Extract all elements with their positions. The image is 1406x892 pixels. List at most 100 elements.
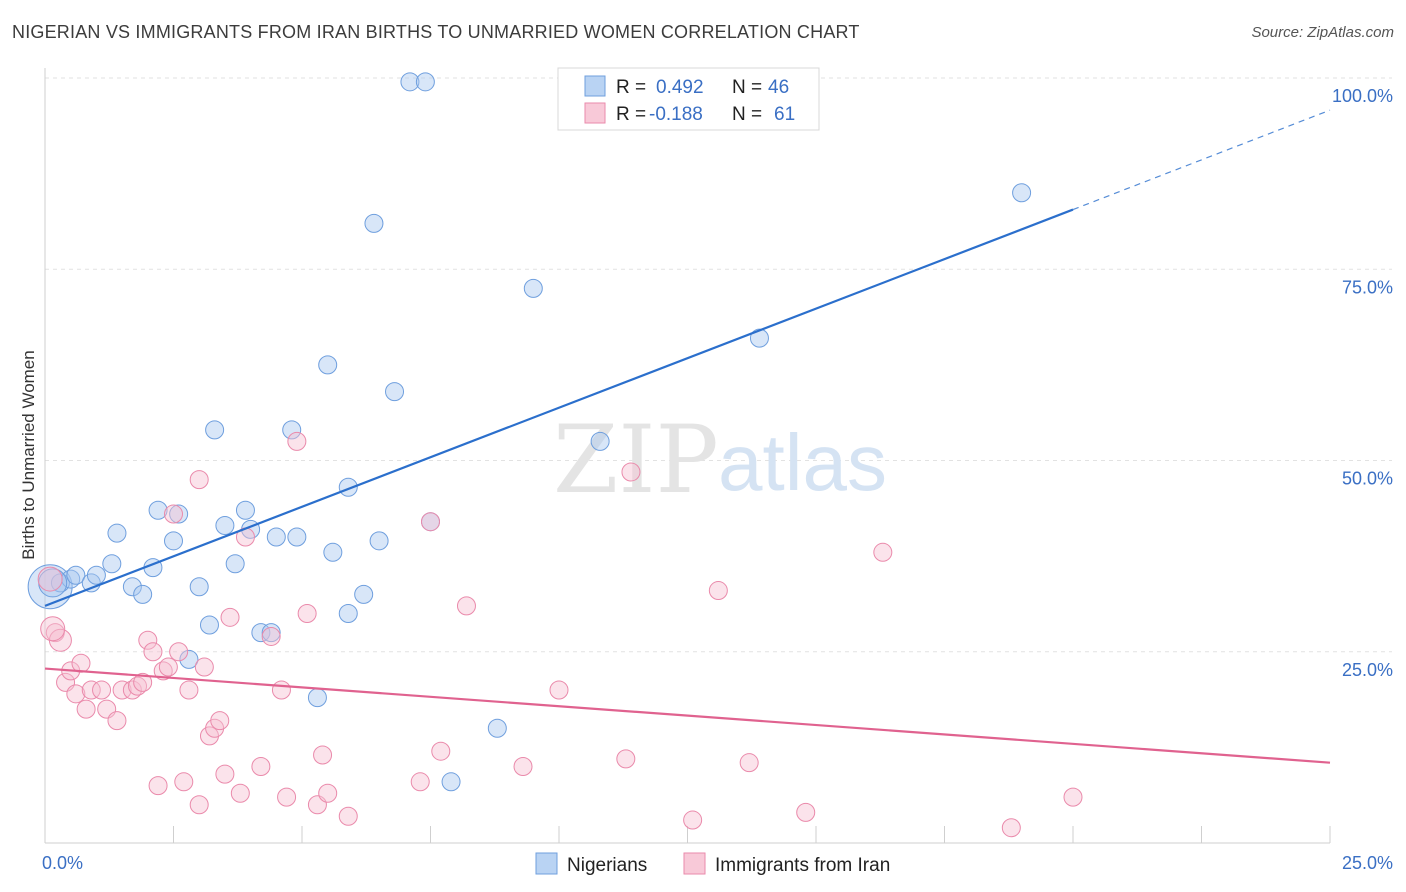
chart-title: NIGERIAN VS IMMIGRANTS FROM IRAN BIRTHS …: [12, 22, 860, 42]
nigerian-point: [369, 531, 389, 551]
nigerian-point: [199, 615, 219, 635]
iran-point: [66, 684, 86, 704]
nigerian-point: [86, 565, 106, 585]
axes: [44, 68, 1331, 844]
x-tick-label: 25.0%: [1342, 853, 1393, 873]
data-points: [27, 72, 1083, 838]
y-tick-label: 50.0%: [1342, 469, 1393, 489]
iran-point: [122, 680, 142, 700]
nigerian-point: [164, 531, 183, 551]
nigerian-point: [318, 355, 338, 375]
nigerian-point: [400, 72, 420, 92]
iran-trend-line: [44, 667, 1331, 764]
iran-point: [169, 642, 189, 662]
iran-point: [179, 680, 199, 700]
nigerian-point: [215, 516, 235, 536]
iran-point: [189, 470, 209, 490]
legend-r-label: R =: [616, 77, 646, 98]
legend-n-value: 61: [774, 104, 795, 125]
nigerian-point: [27, 564, 73, 610]
iran-point: [71, 653, 91, 673]
y-tick-label: 100.0%: [1332, 86, 1393, 106]
nigerian-point: [323, 542, 343, 562]
legend-n-value: 46: [768, 77, 789, 98]
y-axis-title: Births to Unmarried Women: [19, 350, 38, 559]
iran-point: [873, 542, 893, 562]
iran-point: [128, 676, 148, 696]
iran-point: [37, 566, 63, 592]
iran-point: [40, 616, 66, 642]
grid-lines: [45, 77, 1392, 653]
iran-point: [513, 757, 533, 776]
nigerian-point: [66, 565, 86, 585]
iran-point: [92, 680, 112, 700]
iran-point: [277, 787, 297, 807]
y-tick-label: 75.0%: [1342, 277, 1393, 297]
legend-r-value: 0.492: [656, 77, 704, 98]
iran-point: [107, 711, 127, 731]
nigerian-point: [235, 500, 255, 520]
iran-point: [287, 431, 307, 451]
iran-point: [1001, 818, 1021, 838]
nigerian-point: [590, 431, 610, 451]
watermark-atlas: atlas: [718, 418, 887, 507]
nigerian-point: [225, 554, 245, 574]
nigerian-point: [133, 584, 153, 604]
iran-point: [431, 741, 451, 761]
iran-point: [708, 581, 728, 601]
iran-point: [421, 512, 440, 532]
iran-point: [739, 753, 759, 773]
bottom-legend-swatch-nigerians: [535, 852, 558, 875]
iran-point: [410, 772, 430, 792]
iran-point: [76, 699, 96, 719]
iran-point: [215, 764, 235, 784]
iran-point: [338, 806, 358, 826]
source-credit: Source: ZipAtlas.com: [1251, 24, 1394, 41]
watermark-zip: ZIP: [553, 406, 719, 515]
iran-point: [549, 680, 569, 700]
bottom-legend-nigerians: Nigerians: [567, 855, 647, 876]
nigerian-point: [148, 500, 168, 520]
nigerian-point: [122, 577, 142, 597]
legend-swatch-nigerians: [584, 75, 606, 97]
nigerian-point: [523, 278, 543, 298]
iran-point: [318, 783, 338, 803]
iran-point: [271, 680, 291, 700]
nigerian-point: [205, 420, 225, 440]
nigerian-point: [415, 72, 435, 92]
iran-point: [456, 596, 476, 616]
iran-point: [158, 657, 178, 677]
iran-point: [153, 661, 173, 681]
nigerian-point: [287, 527, 307, 547]
iran-point: [683, 810, 703, 830]
nigerian-point: [189, 577, 209, 597]
iran-point: [220, 607, 240, 627]
iran-point: [297, 604, 317, 623]
nigerian-point: [282, 420, 302, 440]
iran-point: [148, 776, 168, 796]
legend: R = 0.492 N = 46 R = -0.188 N = 61: [557, 67, 820, 131]
y-tick-label: 25.0%: [1342, 660, 1393, 680]
tick-labels: 25.0% 50.0% 75.0% 100.0% 0.0% 25.0%: [42, 86, 1393, 873]
nigerian-point: [107, 523, 127, 543]
iran-point: [210, 711, 230, 731]
iran-point: [261, 626, 281, 646]
iran-point: [138, 630, 158, 650]
nigerian-point: [1012, 183, 1032, 203]
iran-point: [616, 749, 636, 769]
legend-r-value: -0.188: [649, 104, 703, 125]
legend-n-label: N =: [732, 104, 762, 125]
iran-point: [164, 504, 183, 524]
iran-point: [81, 680, 101, 700]
iran-point: [133, 672, 153, 692]
bottom-legend-swatch-iran: [683, 852, 706, 875]
legend-swatch-iran: [584, 102, 606, 124]
iran-point: [112, 680, 132, 700]
iran-point: [174, 772, 194, 792]
nigerian-point: [385, 382, 405, 402]
x-tick-label: 0.0%: [42, 853, 83, 873]
nigerian-point: [169, 504, 189, 524]
nigerian-point: [487, 718, 507, 738]
iran-point: [621, 462, 641, 482]
